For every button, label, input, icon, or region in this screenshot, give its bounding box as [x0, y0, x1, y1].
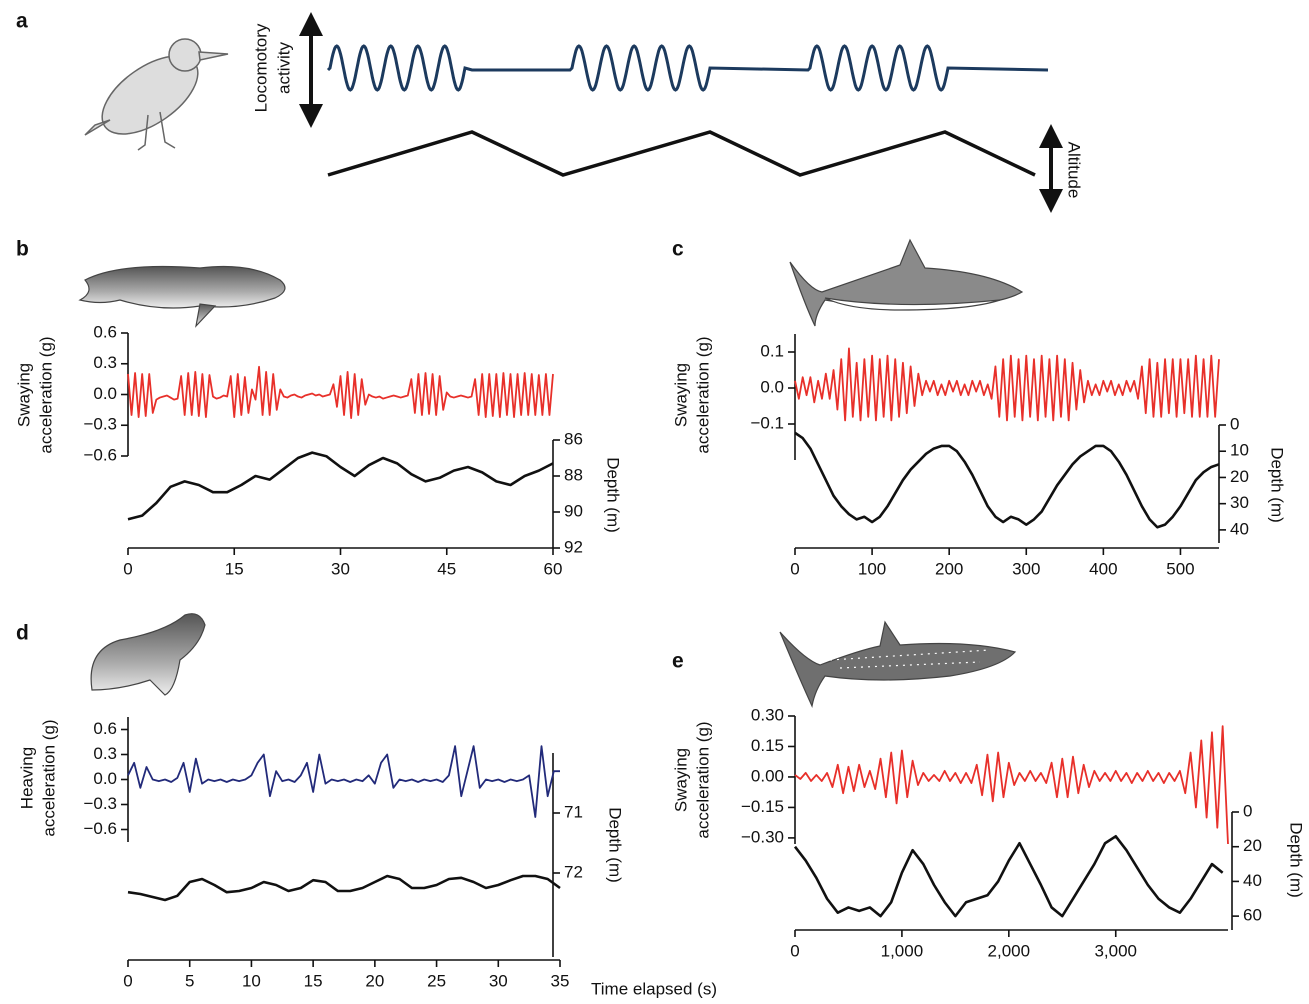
activity-label: activity	[274, 42, 293, 94]
y2-tick-label: 30	[1230, 493, 1249, 512]
y-tick-label: −0.3	[83, 415, 117, 434]
whale-shark-icon	[779, 620, 1017, 708]
y2-tick-label: 72	[564, 862, 583, 881]
y-tick-label: 0.30	[751, 705, 784, 724]
y2-tick-label: 92	[564, 537, 583, 556]
y-axis-title: Swaying	[14, 363, 33, 427]
altitude-trace	[327, 130, 1036, 177]
y-tick-label: −0.6	[83, 819, 117, 838]
activity-label: Locomotory	[251, 23, 270, 112]
y-tick-label: 0.3	[93, 353, 117, 372]
y2-tick-label: 40	[1243, 871, 1262, 890]
x-tick-label: 15	[304, 971, 323, 990]
x-tick-label: 0	[123, 559, 132, 578]
y-axis-title: acceleration (g)	[36, 336, 55, 453]
x-tick-label: 300	[1012, 559, 1040, 578]
x-tick-label: 20	[365, 971, 384, 990]
y2-axis-title: Depth (m)	[606, 807, 625, 883]
x-tick-label: 400	[1089, 559, 1117, 578]
panel-label: d	[16, 622, 29, 645]
seal-icon	[78, 265, 286, 328]
y2-tick-label: 88	[564, 465, 583, 484]
y-tick-label: 0.0	[93, 384, 117, 403]
y2-tick-label: 0	[1243, 801, 1252, 820]
y2-axis-title: Depth (m)	[604, 457, 623, 533]
y-tick-label: 0.3	[93, 744, 117, 763]
depth-line	[794, 431, 1220, 529]
x-tick-label: 10	[242, 971, 261, 990]
y-tick-label: 0.15	[751, 736, 784, 755]
x-tick-label: 5	[185, 971, 194, 990]
y-tick-label: −0.3	[83, 794, 117, 813]
x-tick-label: 200	[935, 559, 963, 578]
y-axis-title: Heaving	[17, 747, 36, 809]
y-axis-title: Swaying	[671, 363, 690, 427]
bird-icon	[84, 38, 229, 151]
x-tick-label: 1,000	[881, 941, 924, 960]
y2-tick-label: 10	[1230, 441, 1249, 460]
y2-tick-label: 90	[564, 501, 583, 520]
y2-tick-label: 71	[564, 802, 583, 821]
x-tick-label: 2,000	[988, 941, 1031, 960]
acceleration-line	[127, 745, 560, 818]
depth-line	[793, 834, 1224, 918]
x-tick-label: 30	[331, 559, 350, 578]
y2-tick-label: 60	[1243, 906, 1262, 925]
altitude-label: Altitude	[1065, 142, 1084, 199]
panel-label: c	[672, 238, 684, 261]
x-tick-label: 25	[427, 971, 446, 990]
activity-trace	[326, 44, 1049, 92]
depth-line	[127, 874, 561, 902]
shark-icon	[789, 238, 1024, 327]
x-tick-label: 100	[858, 559, 886, 578]
y-axis-title: acceleration (g)	[693, 721, 712, 838]
y2-axis-title: Depth (m)	[1287, 822, 1306, 898]
x-tick-label: 60	[544, 559, 563, 578]
y2-tick-label: 20	[1243, 836, 1262, 855]
x-tick-label: 500	[1166, 559, 1194, 578]
x-tick-label: 30	[489, 971, 508, 990]
x-tick-label: 0	[790, 941, 799, 960]
y-axis-title: acceleration (g)	[693, 336, 712, 453]
panel-label: e	[672, 650, 684, 673]
acceleration-line	[794, 347, 1220, 422]
x-tick-label: 3,000	[1094, 941, 1137, 960]
y-tick-label: −0.6	[83, 445, 117, 464]
panel-label: b	[16, 238, 29, 261]
y-tick-label: −0.15	[741, 797, 784, 816]
y-tick-label: 0.0	[760, 377, 784, 396]
y-tick-label: −0.1	[750, 413, 784, 432]
x-axis-title: Time elapsed (s)	[591, 979, 717, 998]
y2-tick-label: 20	[1230, 467, 1249, 486]
x-tick-label: 15	[225, 559, 244, 578]
acceleration-line	[794, 725, 1229, 845]
y2-tick-label: 86	[564, 429, 583, 448]
y-tick-label: −0.30	[741, 827, 784, 846]
x-tick-label: 35	[551, 971, 570, 990]
sea-lion-icon	[90, 613, 206, 696]
y-tick-label: 0.00	[751, 766, 784, 785]
y-axis-title: acceleration (g)	[39, 719, 58, 836]
y2-tick-label: 0	[1230, 414, 1239, 433]
acceleration-line	[127, 365, 554, 419]
y-tick-label: 0.0	[93, 769, 117, 788]
depth-line	[127, 451, 554, 521]
x-tick-label: 0	[123, 971, 132, 990]
x-tick-label: 45	[437, 559, 456, 578]
y2-tick-label: 40	[1230, 519, 1249, 538]
y-tick-label: 0.6	[93, 719, 117, 738]
y-tick-label: 0.1	[760, 341, 784, 360]
y-axis-title: Swaying	[671, 748, 690, 812]
panel-label: a	[16, 10, 28, 33]
x-tick-label: 0	[790, 559, 799, 578]
y2-axis-title: Depth (m)	[1268, 447, 1287, 523]
y-tick-label: 0.6	[93, 322, 117, 341]
